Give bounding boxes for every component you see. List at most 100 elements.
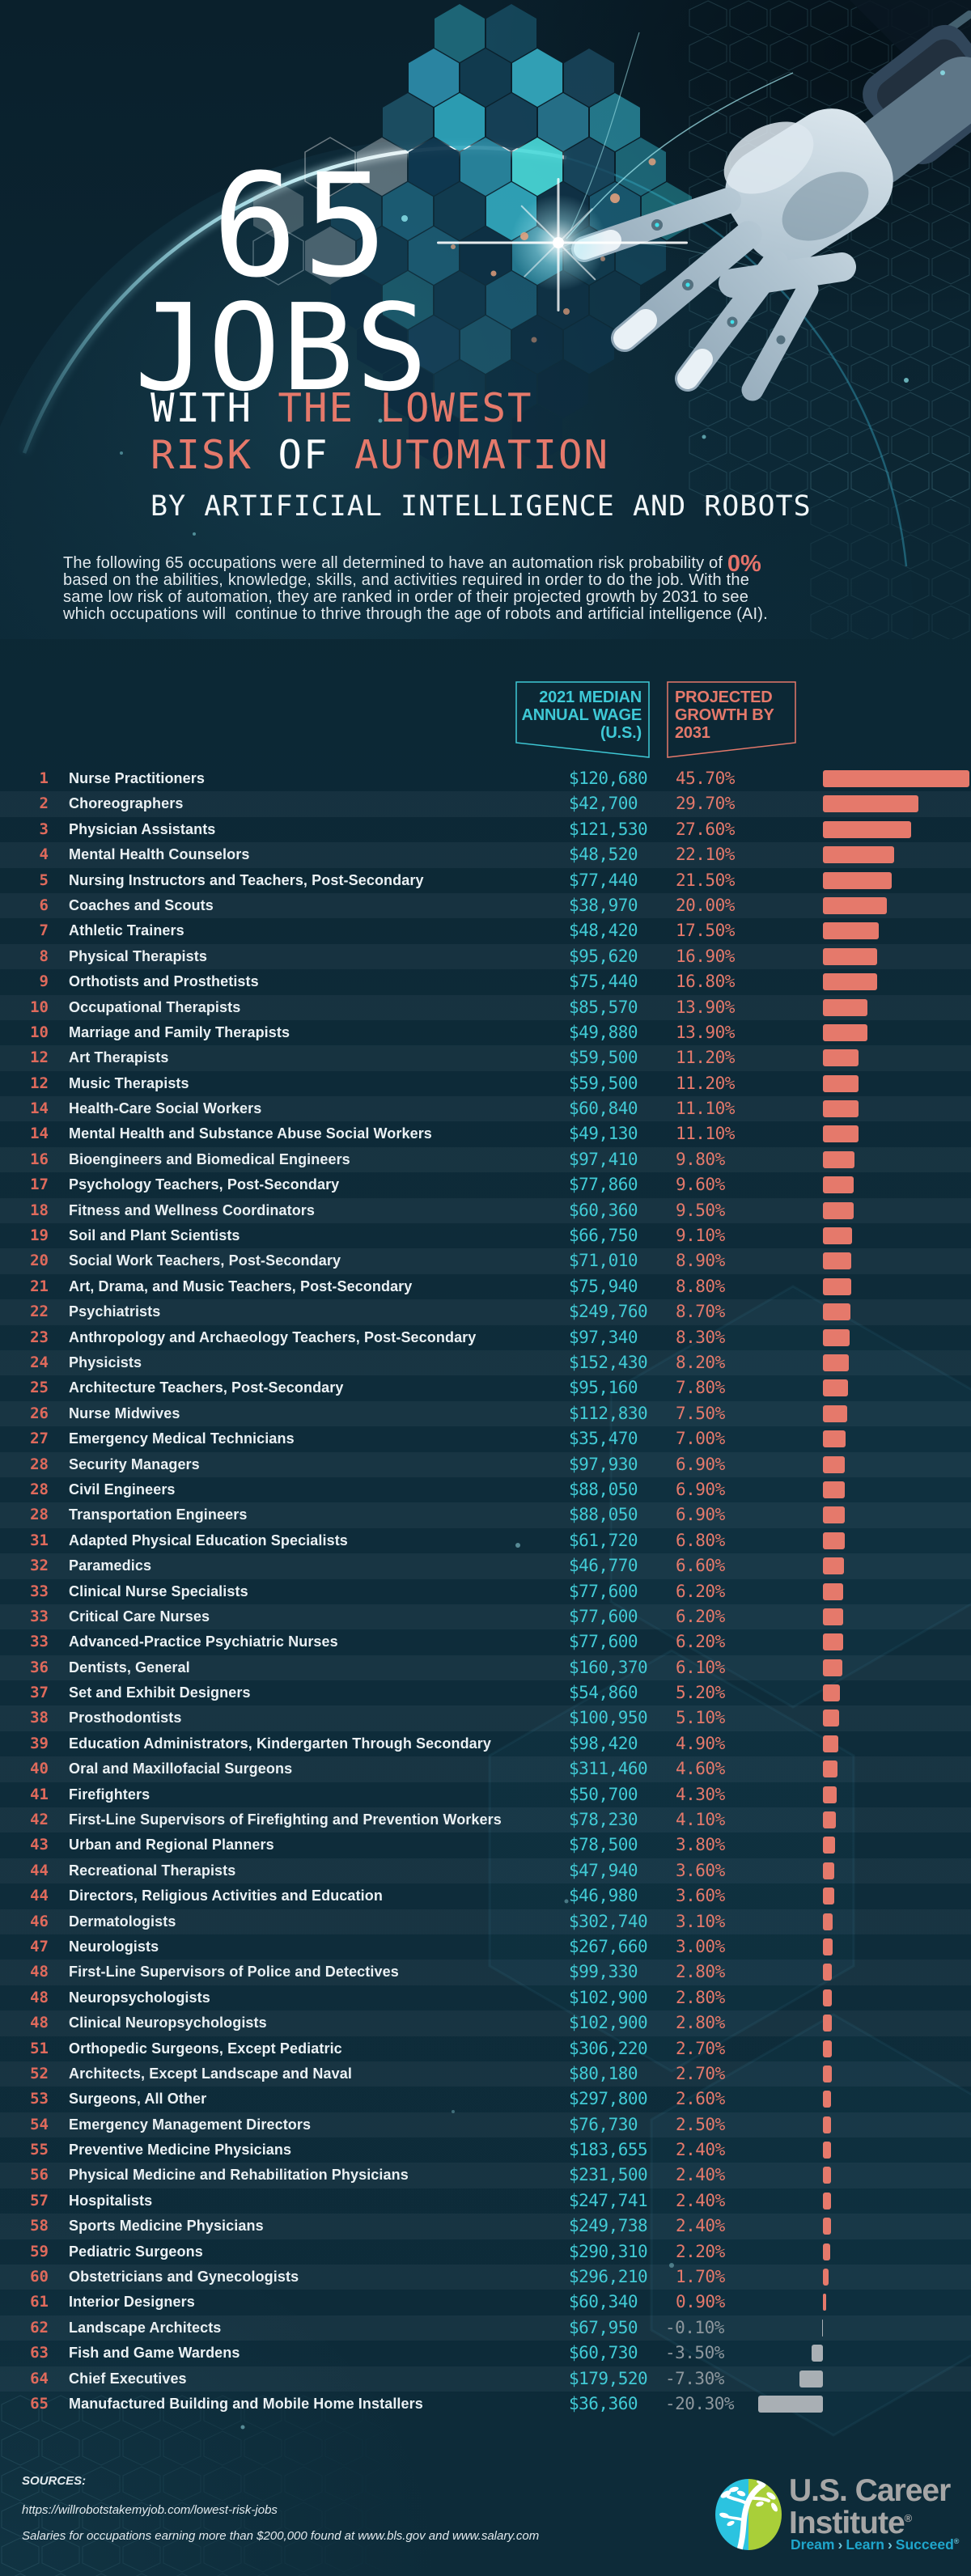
job-wage: $296,210 — [569, 2267, 648, 2287]
job-name: Sports Medicine Physicians — [69, 2218, 264, 2235]
growth-bar — [823, 1710, 840, 1727]
job-rank: 2 — [39, 794, 49, 813]
job-wage: $75,940 — [569, 1276, 638, 1296]
table-row: 62 Landscape Architects $67,950 -0.10% — [0, 2315, 971, 2341]
job-rank: 44 — [30, 1861, 49, 1879]
job-growth: 2.80% — [676, 1987, 725, 2007]
job-name: Physical Therapists — [69, 947, 207, 964]
job-growth: 8.80% — [676, 1276, 725, 1296]
job-rank: 24 — [30, 1353, 49, 1371]
growth-bar — [823, 922, 880, 940]
job-growth: 45.70% — [676, 769, 735, 788]
job-name: Choreographers — [69, 795, 184, 812]
table-row: 52 Architects, Except Landscape and Naval… — [0, 2061, 971, 2087]
growth-bar — [823, 2040, 832, 2057]
table-row: 61 Interior Designers $60,340 0.90% — [0, 2290, 971, 2315]
job-growth: 3.10% — [676, 1911, 725, 1931]
table-row: 12 Music Therapists $59,500 11.20% — [0, 1071, 971, 1096]
job-name: Bioengineers and Biomedical Engineers — [69, 1150, 350, 1167]
job-rank: 32 — [30, 1557, 49, 1575]
job-growth: 2.40% — [676, 2216, 725, 2236]
job-rank: 10 — [30, 1023, 49, 1041]
job-growth: 11.10% — [676, 1124, 735, 1144]
job-wage: $80,180 — [569, 2063, 638, 2083]
job-name: Psychology Teachers, Post-Secondary — [69, 1176, 340, 1193]
job-wage: $97,930 — [569, 1454, 638, 1474]
job-wage: $61,720 — [569, 1530, 638, 1550]
job-wage: $306,220 — [569, 2038, 648, 2058]
job-wage: $35,470 — [569, 1429, 638, 1449]
job-wage: $267,660 — [569, 1936, 648, 1956]
job-growth: 11.20% — [676, 1073, 735, 1093]
table-row: 28 Civil Engineers $88,050 6.90% — [0, 1477, 971, 1502]
job-growth: 6.90% — [676, 1479, 725, 1499]
job-rank: 20 — [30, 1252, 49, 1270]
job-name: Health-Care Social Workers — [69, 1100, 262, 1117]
table-row: 31 Adapted Physical Education Specialists… — [0, 1528, 971, 1553]
job-growth: 3.80% — [676, 1835, 725, 1855]
job-rank: 47 — [30, 1937, 49, 1955]
job-name: Oral and Maxillofacial Surgeons — [69, 1760, 293, 1777]
growth-bar — [823, 1201, 854, 1219]
title-tagline: BY ARTIFICIAL INTELLIGENCE AND ROBOTS — [151, 490, 812, 523]
growth-bar — [823, 1964, 833, 1981]
job-name: Music Therapists — [69, 1074, 189, 1091]
intro-line-4: which occupations will continue to thriv… — [63, 605, 768, 623]
job-wage: $99,330 — [569, 1962, 638, 1982]
source-url: https://willrobotstakemyjob.com/lowest-r… — [22, 2503, 278, 2517]
job-wage: $95,620 — [569, 946, 638, 966]
job-wage: $302,740 — [569, 1911, 648, 1931]
subline1-accent: THE LOWEST — [278, 385, 533, 431]
job-growth: -20.30% — [665, 2394, 735, 2413]
job-growth: 7.50% — [676, 1403, 725, 1423]
growth-bar — [823, 1837, 836, 1854]
job-rank: 62 — [30, 2318, 49, 2337]
job-growth: 6.90% — [676, 1454, 725, 1474]
growth-bar — [823, 2091, 832, 2108]
job-wage: $60,730 — [569, 2343, 638, 2363]
job-growth: 3.60% — [676, 1860, 725, 1880]
job-rank: 22 — [30, 1303, 49, 1321]
table-row: 41 Firefighters $50,700 4.30% — [0, 1782, 971, 1807]
growth-bar — [823, 947, 877, 965]
growth-bar — [823, 2192, 831, 2210]
growth-bar — [823, 1125, 859, 1143]
spark-flare — [437, 174, 688, 311]
job-wage: $76,730 — [569, 2114, 638, 2134]
job-growth: 7.80% — [676, 1378, 725, 1398]
table-row: 26 Nurse Midwives $112,830 7.50% — [0, 1400, 971, 1427]
job-growth: 3.00% — [676, 1936, 725, 1956]
job-rank: 31 — [30, 1531, 49, 1549]
intro-line-1: The following 65 occupations were all de… — [63, 553, 768, 576]
growth-bar — [823, 1379, 848, 1397]
job-growth: 6.20% — [676, 1581, 725, 1601]
job-name: Landscape Architects — [69, 2319, 222, 2336]
job-growth: 9.10% — [676, 1226, 725, 1246]
job-growth: 6.20% — [676, 1606, 725, 1626]
job-growth: 2.70% — [676, 2063, 725, 2083]
growth-bar — [823, 1582, 843, 1600]
job-name: Mental Health Counselors — [69, 846, 250, 863]
job-name: First-Line Supervisors of Firefighting a… — [69, 1811, 502, 1828]
job-rank: 46 — [30, 1912, 49, 1930]
job-wage: $95,160 — [569, 1378, 638, 1398]
growth-bar — [823, 1100, 859, 1118]
growth-header-line3: 2031 — [675, 724, 710, 742]
job-name: Directors, Religious Activities and Educ… — [69, 1888, 383, 1904]
job-wage: $160,370 — [569, 1657, 648, 1677]
job-rank: 23 — [30, 1328, 49, 1346]
job-wage: $46,770 — [569, 1556, 638, 1576]
growth-header-line1: PROJECTED — [675, 688, 773, 706]
growth-bar — [823, 896, 888, 914]
table-row: 48 First-Line Supervisors of Police and D… — [0, 1960, 971, 1985]
job-growth: 9.60% — [676, 1175, 725, 1195]
table-row: 37 Set and Exhibit Designers $54,860 5.20% — [0, 1680, 971, 1705]
table-row: 12 Art Therapists $59,500 11.20% — [0, 1045, 971, 1071]
table-row: 36 Dentists, General $160,370 6.10% — [0, 1654, 971, 1681]
job-growth: 17.50% — [676, 921, 735, 941]
table-row: 33 Critical Care Nurses $77,600 6.20% — [0, 1604, 971, 1630]
table-row: 27 Emergency Medical Technicians $35,470 7.… — [0, 1426, 971, 1451]
job-rank: 26 — [30, 1404, 49, 1422]
job-name: Neuropsychologists — [69, 1989, 210, 2006]
job-growth: 2.40% — [676, 2140, 725, 2160]
